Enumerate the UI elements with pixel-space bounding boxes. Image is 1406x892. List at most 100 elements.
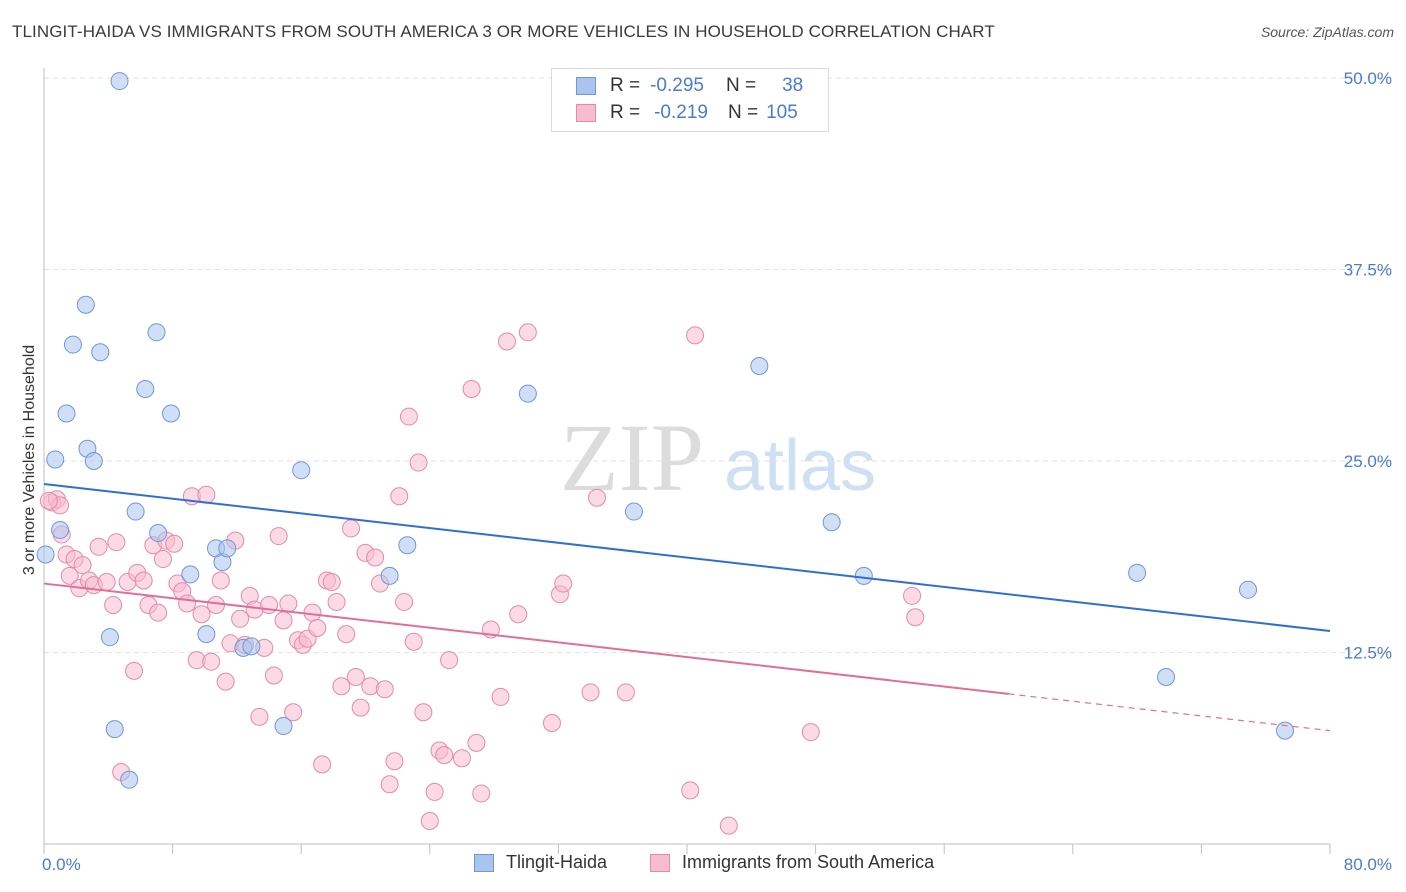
data-point-immigrants [542, 713, 561, 732]
data-point-immigrants [313, 755, 332, 774]
data-point-immigrants [202, 652, 221, 671]
data-point-immigrants [906, 608, 925, 627]
data-point-tlingit-haida [147, 323, 166, 342]
data-point-immigrants [719, 816, 738, 835]
data-point-immigrants [409, 453, 428, 472]
data-point-immigrants [60, 566, 79, 585]
y-tick-label: 25.0% [1344, 452, 1392, 471]
series-immigrants-south-america [39, 323, 925, 835]
data-point-immigrants [250, 707, 269, 726]
legend-swatch-blue [474, 853, 494, 872]
data-point-immigrants [149, 603, 168, 622]
data-point-tlingit-haida [57, 404, 76, 423]
data-point-immigrants [351, 698, 370, 717]
data-point-immigrants [134, 571, 153, 590]
data-point-immigrants [414, 703, 433, 722]
data-point-tlingit-haida [822, 513, 841, 532]
data-point-immigrants [97, 573, 116, 592]
data-point-immigrants [420, 812, 439, 831]
legend-item-tlingit-haida: Tlingit-Haida [474, 852, 607, 873]
data-point-tlingit-haida [63, 335, 82, 354]
data-point-immigrants [462, 379, 481, 398]
legend-n-label: N = [727, 102, 759, 123]
data-point-immigrants [89, 537, 108, 556]
data-point-tlingit-haida [126, 502, 145, 521]
data-point-tlingit-haida [181, 565, 200, 584]
data-point-tlingit-haida [380, 566, 399, 585]
data-point-tlingit-haida [242, 637, 261, 656]
legend-r-value: -0.219 [654, 102, 708, 123]
legend-n-value: 105 [766, 102, 798, 123]
data-point-immigrants [491, 687, 510, 706]
y-tick-label: 12.5% [1344, 644, 1392, 663]
legend-row-tlingit: R = -0.295 N = 38 [576, 73, 803, 99]
legend-item-immigrants-south-america: Immigrants from South America [650, 852, 934, 873]
data-point-immigrants [399, 407, 418, 426]
data-point-immigrants [903, 586, 922, 605]
data-point-immigrants [231, 609, 250, 628]
trend-line-immigrants [43, 582, 1009, 695]
data-point-tlingit-haida [136, 379, 155, 398]
watermark: ZIP atlas [560, 404, 876, 511]
data-point-tlingit-haida [91, 343, 110, 362]
stats-legend: R = -0.295 N = 38 R = -0.219 N = 105 [551, 68, 829, 132]
trend-lines [43, 482, 1331, 732]
data-point-immigrants [472, 784, 491, 803]
data-point-immigrants [73, 556, 92, 575]
data-point-immigrants [211, 571, 230, 590]
data-point-tlingit-haida [110, 72, 129, 91]
data-point-tlingit-haida [84, 452, 103, 470]
axes [43, 68, 1331, 854]
data-point-immigrants [404, 632, 423, 651]
data-point-immigrants [509, 605, 528, 624]
data-point-tlingit-haida [36, 545, 55, 564]
data-point-tlingit-haida [1128, 563, 1147, 582]
legend-n-label: N = [725, 75, 757, 96]
data-point-immigrants [385, 752, 404, 771]
data-point-tlingit-haida [76, 295, 95, 314]
data-point-immigrants [269, 527, 288, 546]
data-point-tlingit-haida [1157, 668, 1176, 687]
data-point-immigrants [681, 781, 700, 800]
data-point-immigrants [327, 592, 346, 611]
data-point-tlingit-haida [51, 520, 70, 539]
data-point-immigrants [346, 668, 365, 687]
data-point-tlingit-haida [398, 536, 417, 555]
data-point-immigrants [264, 666, 283, 685]
data-point-immigrants [467, 733, 486, 752]
data-point-tlingit-haida [518, 384, 537, 403]
legend-r-label: R = [610, 102, 641, 123]
data-point-tlingit-haida [274, 717, 293, 736]
x-tick-label: 80.0% [1344, 855, 1392, 874]
data-point-tlingit-haida [1239, 580, 1258, 599]
series-tlingit-haida [36, 72, 1294, 789]
data-point-immigrants [332, 677, 351, 696]
data-point-immigrants [380, 775, 399, 794]
data-point-immigrants [366, 548, 385, 567]
legend-r-label: R = [610, 75, 641, 96]
data-point-immigrants [801, 723, 820, 742]
y-tick-label: 50.0% [1344, 69, 1392, 88]
data-point-immigrants [390, 487, 409, 506]
data-point-immigrants [395, 592, 414, 611]
data-point-immigrants [165, 534, 184, 553]
trend-line-tlingit-haida [43, 482, 1331, 633]
data-point-immigrants [308, 618, 327, 637]
data-point-tlingit-haida [1275, 721, 1294, 740]
data-point-tlingit-haida [149, 524, 168, 543]
data-point-immigrants [197, 485, 216, 504]
data-point-immigrants [686, 326, 705, 345]
data-point-immigrants [107, 533, 126, 552]
legend-n-value: 38 [782, 75, 804, 96]
data-point-immigrants [216, 672, 235, 691]
data-point-immigrants [616, 683, 635, 702]
data-point-immigrants [435, 746, 454, 765]
data-point-immigrants [497, 332, 516, 351]
data-point-immigrants [39, 491, 58, 510]
data-point-immigrants [554, 574, 573, 593]
legend-r-value: -0.295 [650, 75, 704, 96]
y-axis-label: 3 or more Vehicles in Household [21, 344, 38, 576]
data-point-tlingit-haida [105, 720, 124, 739]
watermark-zip: ZIP [560, 404, 704, 511]
